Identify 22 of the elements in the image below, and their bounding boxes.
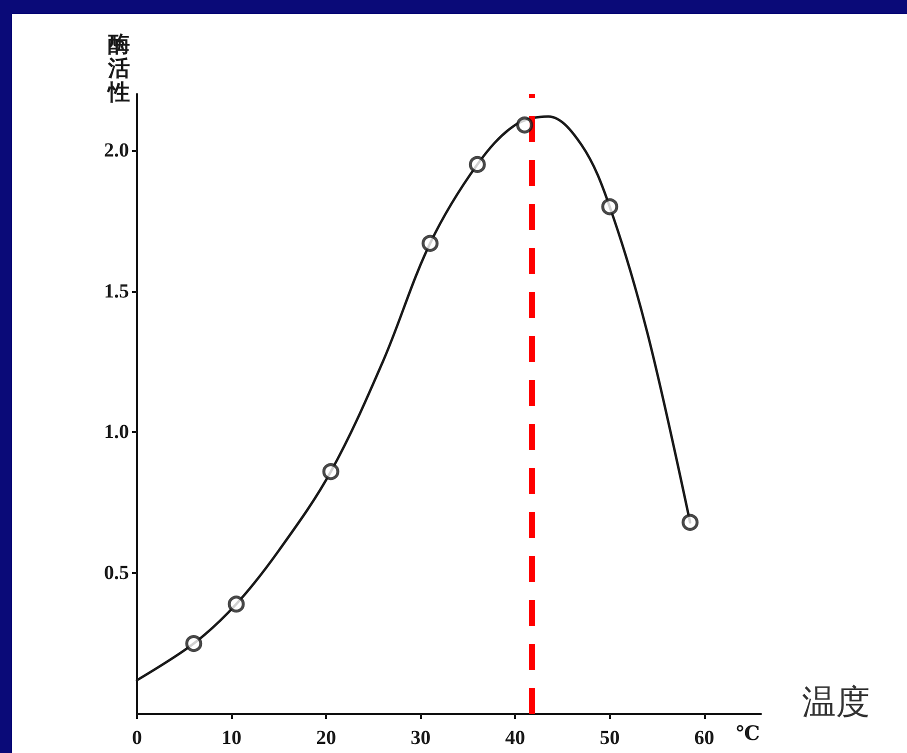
x-tick-label: 10 — [222, 727, 242, 749]
y-tick-label: 1.0 — [104, 421, 129, 444]
point — [422, 234, 439, 252]
x-tick-label: 50 — [600, 727, 620, 749]
point — [185, 635, 202, 652]
point — [468, 156, 486, 173]
point — [322, 463, 340, 480]
y-axis-title: 酶活性 — [106, 32, 130, 104]
x-tick-label: 30 — [410, 727, 431, 749]
y-tick-label: 0.5 — [104, 562, 129, 584]
text: ℃ — [736, 723, 760, 745]
point — [516, 116, 534, 134]
point — [228, 596, 245, 613]
point — [601, 198, 618, 216]
x-tick-label: 40 — [505, 727, 526, 749]
x-tick-label: 20 — [316, 727, 336, 749]
x-tick-label: 60 — [694, 727, 714, 749]
y-tick-label: 2.0 — [104, 139, 129, 162]
point — [682, 514, 699, 531]
y-tick-label: 1.5 — [104, 280, 129, 302]
x-tick-label: 0 — [132, 727, 142, 749]
x-axis-title: 温度 — [802, 684, 870, 722]
